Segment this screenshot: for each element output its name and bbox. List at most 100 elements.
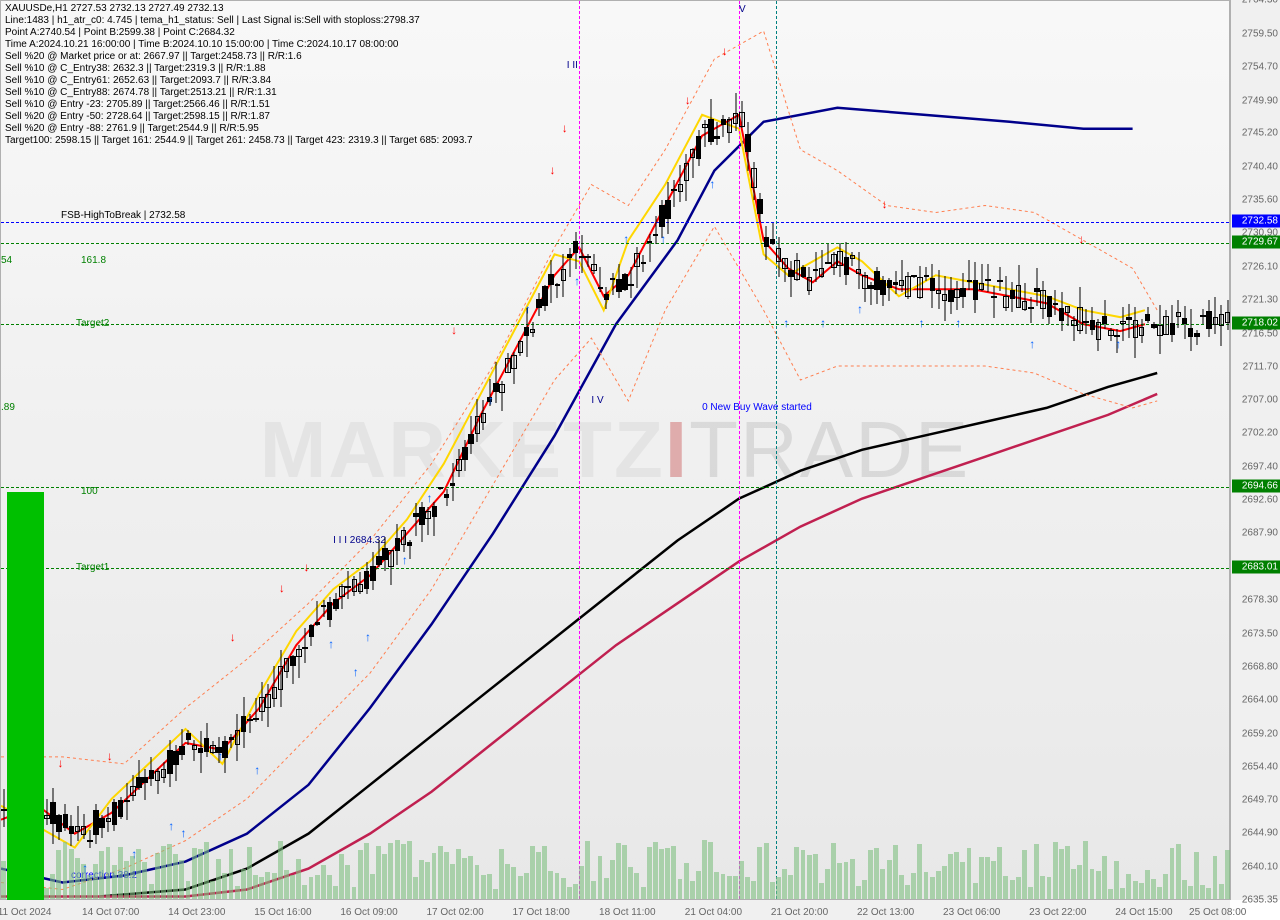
down-arrow-icon: ↓	[685, 93, 691, 107]
horizontal-line	[1, 243, 1229, 244]
down-arrow-icon: ↓	[58, 756, 64, 770]
y-tick: 2692.60	[1242, 495, 1278, 506]
up-arrow-icon: ↑	[623, 232, 629, 246]
volume-bar	[794, 847, 799, 899]
x-tick: 21 Oct 04:00	[685, 907, 742, 918]
volume-bar	[751, 881, 756, 899]
volume-bar	[622, 845, 627, 899]
volume-bar	[272, 873, 277, 899]
volume-bar	[167, 844, 172, 899]
x-tick: 17 Oct 18:00	[513, 907, 570, 918]
y-tick: 2764.30	[1242, 0, 1278, 6]
volume-bar	[813, 854, 818, 899]
y-tick: 2635.35	[1242, 895, 1278, 906]
volume-bar	[327, 875, 332, 899]
volume-bar	[370, 874, 375, 899]
volume-bar	[432, 853, 437, 899]
y-tick: 2702.20	[1242, 428, 1278, 439]
volume-bar	[1053, 842, 1058, 899]
down-arrow-icon: ↓	[562, 121, 568, 135]
level-label: 100	[81, 486, 98, 497]
volume-bar	[942, 866, 947, 900]
volume-bar	[954, 852, 959, 899]
volume-bar	[985, 857, 990, 899]
down-arrow-icon: ↓	[451, 323, 457, 337]
volume-bar	[50, 874, 55, 899]
volume-bar	[87, 875, 92, 899]
volume-bar	[204, 842, 209, 899]
volume-bar	[333, 886, 338, 900]
volume-bar	[247, 847, 252, 899]
vertical-line	[579, 1, 580, 899]
volume-bar	[1151, 879, 1156, 899]
down-arrow-icon: ↓	[230, 630, 236, 644]
down-arrow-icon: ↓	[1078, 232, 1084, 246]
y-tick: 2721.30	[1242, 295, 1278, 306]
y-axis: 2764.302759.502754.702749.902745.202740.…	[1230, 0, 1280, 900]
x-tick: 22 Oct 13:00	[857, 907, 914, 918]
volume-bar	[665, 848, 670, 899]
volume-bar	[1047, 877, 1052, 899]
y-tick: 2640.10	[1242, 861, 1278, 872]
volume-bar	[1083, 841, 1088, 899]
volume-bar	[1157, 887, 1162, 899]
price-tag: 2694.66	[1232, 480, 1280, 493]
volume-bar	[616, 843, 621, 899]
volume-bar	[198, 849, 203, 899]
y-tick: 2644.90	[1242, 828, 1278, 839]
y-tick: 2745.20	[1242, 128, 1278, 139]
volume-bar	[776, 877, 781, 899]
volume-bar	[647, 847, 652, 899]
volume-bar	[505, 864, 510, 899]
horizontal-line	[1, 487, 1229, 488]
volume-bar	[321, 865, 326, 899]
volume-bar	[493, 889, 498, 899]
volume-bar	[548, 871, 553, 900]
volume-bar	[352, 887, 357, 899]
volume-bar	[407, 841, 412, 899]
volume-bar	[1077, 865, 1082, 899]
volume-bar	[930, 877, 935, 899]
volume-bar	[967, 848, 972, 899]
y-tick: 2673.50	[1242, 628, 1278, 639]
up-arrow-icon: ↑	[427, 491, 433, 505]
volume-bar	[1114, 861, 1119, 899]
volume-bar	[610, 860, 615, 899]
volume-bar	[259, 877, 264, 899]
down-arrow-icon: ↓	[882, 197, 888, 211]
volume-bar	[222, 873, 227, 899]
volume-bar	[1170, 848, 1175, 899]
volume-bar	[924, 872, 929, 899]
volume-bar	[358, 850, 363, 899]
x-axis: 11 Oct 202414 Oct 07:0014 Oct 23:0015 Oc…	[0, 900, 1230, 920]
volume-bar	[173, 854, 178, 899]
up-arrow-icon: ↑	[168, 819, 174, 833]
hline-label: FSB-HighToBreak | 2732.58	[61, 210, 185, 221]
volume-bar	[696, 871, 701, 899]
y-tick: 2749.90	[1242, 95, 1278, 106]
chart-area[interactable]: MARKETZITRADE FSB-HighToBreak | 2732.58 …	[0, 0, 1230, 900]
up-arrow-icon: ↑	[82, 861, 88, 875]
volume-bar	[604, 878, 609, 899]
volume-bar	[880, 869, 885, 899]
volume-bar	[210, 881, 215, 899]
volume-bar	[684, 863, 689, 899]
up-arrow-icon: ↑	[709, 177, 715, 191]
volume-bar	[893, 845, 898, 899]
volume-bar	[69, 849, 74, 899]
volume-bar	[253, 875, 258, 899]
volume-bar	[1126, 874, 1131, 899]
volume-bar	[1225, 850, 1230, 899]
price-tag: 2729.67	[1232, 235, 1280, 248]
volume-bar	[536, 852, 541, 899]
volume-bar	[93, 864, 98, 899]
volume-bar	[1010, 880, 1015, 899]
volume-bar	[1145, 870, 1150, 899]
volume-bar	[161, 846, 166, 899]
volume-bar	[788, 875, 793, 899]
volume-bar	[555, 873, 560, 899]
volume-bar	[179, 860, 184, 899]
volume-bar	[733, 876, 738, 899]
volume-bar	[714, 872, 719, 899]
volume-bar	[862, 880, 867, 899]
